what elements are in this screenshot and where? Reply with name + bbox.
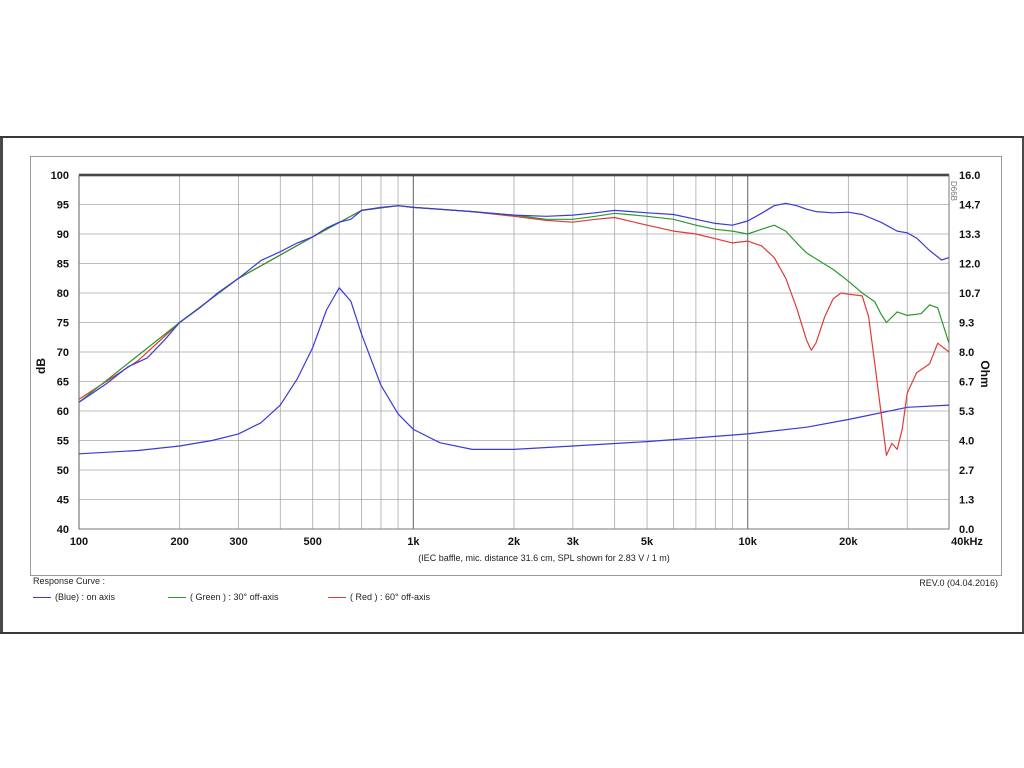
legend-swatch-green: [168, 596, 186, 598]
y-tick-label: 50: [57, 465, 69, 477]
sheet-left-edge: [0, 138, 3, 632]
x-tick-label: 200: [170, 536, 188, 548]
y2-tick-label: 1.3: [959, 495, 974, 507]
x-tick-label: 5k: [641, 536, 654, 548]
y2-tick-label: 9.3: [959, 318, 974, 330]
sheet-right-edge: [1022, 138, 1024, 632]
y2-tick-label: 16.0: [959, 170, 980, 182]
legend-item-30-off-axis: ( Green ) : 30° off-axis: [168, 592, 278, 602]
legend-label-30-off-axis: ( Green ) : 30° off-axis: [190, 592, 279, 602]
y-tick-label: 100: [51, 170, 69, 182]
y-axis-title: dB: [34, 358, 48, 374]
x-tick-label: 1k: [407, 536, 420, 548]
chart-sheet: 40 0.0 45 1.3 50 2.7 55 4.0 60 5.3 65 6.7 70 8.0 75 9.3…: [0, 136, 1024, 634]
y2-tick-label: 5.3: [959, 406, 974, 418]
side-code-label: D66B: [949, 181, 958, 201]
measurement-note: (IEC baffle, mic. distance 31.6 cm, SPL …: [418, 553, 670, 563]
y-tick-label: 65: [57, 377, 69, 389]
series-line-on-axis: [78, 202, 950, 403]
x-tick-label: 3k: [567, 536, 580, 548]
legend-swatch-red: [328, 596, 346, 598]
x-tick-label: 100: [70, 536, 88, 548]
legend-title: Response Curve :: [33, 576, 106, 586]
y2-axis-title: Ohm: [978, 360, 992, 387]
legend-item-on-axis: (Blue) : on axis: [33, 592, 115, 602]
revision-label: REV.0 (04.04.2016): [919, 578, 998, 588]
y-tick-label: 60: [57, 406, 69, 418]
legend-item-60-off-axis: ( Red ) : 60° off-axis: [328, 592, 430, 602]
response-curve-chart: 40 0.0 45 1.3 50 2.7 55 4.0 60 5.3 65 6.7 70 8.0 75 9.3…: [34, 170, 992, 563]
y2-tick-label: 14.7: [959, 200, 980, 212]
y-tick-label: 55: [57, 436, 69, 448]
x-tick-label: 300: [229, 536, 247, 548]
x-tick-label: 10k: [739, 536, 758, 548]
y2-tick-label: 12.0: [959, 259, 980, 271]
y2-tick-label: 8.0: [959, 347, 974, 359]
legend-label-on-axis: (Blue) : on axis: [55, 592, 116, 602]
y2-tick-label: 13.3: [959, 229, 980, 241]
legend-swatch-blue: [33, 596, 51, 598]
y2-tick-label: 6.7: [959, 377, 974, 389]
y-tick-label: 90: [57, 229, 69, 241]
y-tick-label: 70: [57, 347, 69, 359]
y-tick-label: 85: [57, 259, 69, 271]
y2-tick-label: 2.7: [959, 465, 974, 477]
x-tick-label: 20k: [839, 536, 858, 548]
y-tick-label: 45: [57, 495, 69, 507]
x-tick-label: 500: [304, 536, 322, 548]
y-tick-label: 40: [57, 524, 69, 536]
y2-tick-label: 10.7: [959, 288, 980, 300]
y2-tick-label: 4.0: [959, 436, 974, 448]
y-tick-label: 95: [57, 200, 69, 212]
y-tick-label: 75: [57, 318, 69, 330]
y-tick-label: 80: [57, 288, 69, 300]
x-tick-label: 2k: [508, 536, 521, 548]
y2-tick-label: 0.0: [959, 524, 974, 536]
series-line-impedance: [78, 287, 950, 455]
x-tick-label: 40kHz: [951, 536, 983, 548]
legend-label-60-off-axis: ( Red ) : 60° off-axis: [350, 592, 430, 602]
chart-frame: 40 0.0 45 1.3 50 2.7 55 4.0 60 5.3 65 6.7 70 8.0 75 9.3…: [30, 156, 1002, 576]
